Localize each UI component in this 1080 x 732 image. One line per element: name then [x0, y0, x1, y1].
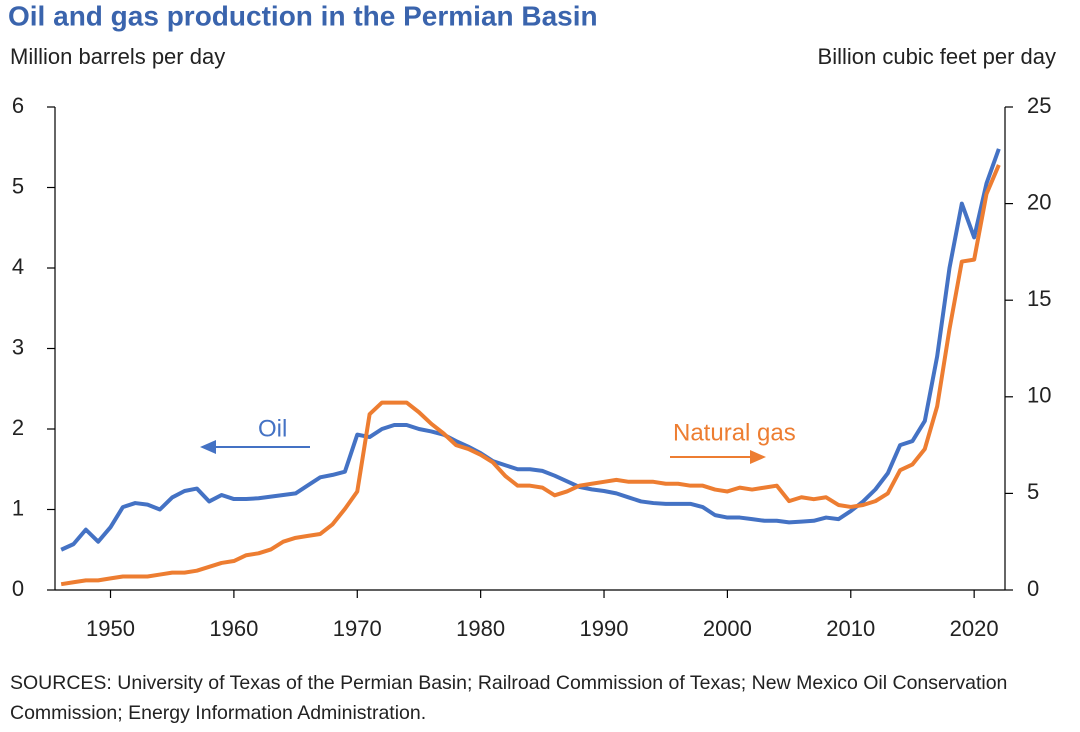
y2-tick-label: 0: [1027, 576, 1039, 601]
y2-tick-label: 20: [1027, 189, 1051, 214]
gas-arrow-head: [750, 450, 766, 464]
y-axis-title: Million barrels per day: [10, 44, 225, 69]
x-tick-label: 2020: [950, 616, 999, 641]
y-tick-label: 4: [12, 254, 24, 279]
x-tick-label: 1970: [333, 616, 382, 641]
y-tick-label: 5: [12, 173, 24, 198]
y-tick-label: 6: [12, 93, 24, 118]
x-tick-label: 2000: [703, 616, 752, 641]
y2-tick-label: 15: [1027, 286, 1051, 311]
oil-arrow-head: [200, 440, 216, 454]
annotation: Oil: [258, 415, 287, 442]
annotation: Natural gas: [673, 419, 796, 446]
chart: Oil and gas production in the Permian Ba…: [8, 0, 1056, 641]
y2-tick-label: 25: [1027, 93, 1051, 118]
x-tick-label: 2010: [826, 616, 875, 641]
sources-note: SOURCES: University of Texas of the Perm…: [10, 672, 1008, 724]
y-tick-label: 2: [12, 415, 24, 440]
series-line: [60, 164, 1001, 587]
y-tick-label: 0: [12, 576, 24, 601]
y2-axis-title: Billion cubic feet per day: [818, 44, 1056, 69]
x-tick-label: 1960: [209, 616, 258, 641]
y2-tick-label: 5: [1027, 479, 1039, 504]
chart-title: Oil and gas production in the Permian Ba…: [8, 0, 598, 31]
series-line: [60, 148, 1001, 552]
x-tick-label: 1950: [86, 616, 135, 641]
x-tick-label: 1990: [580, 616, 629, 641]
y-tick-label: 3: [12, 334, 24, 359]
y2-tick-label: 10: [1027, 383, 1051, 408]
y-tick-label: 1: [12, 495, 24, 520]
x-tick-label: 1980: [456, 616, 505, 641]
